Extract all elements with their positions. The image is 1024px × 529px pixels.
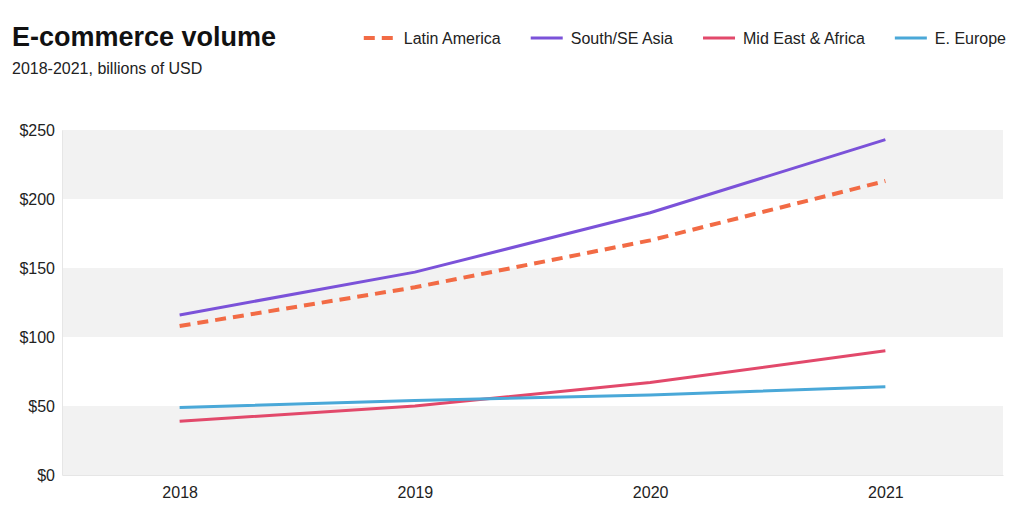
x-tick: 2019: [398, 475, 434, 501]
y-tick: $50: [28, 398, 62, 415]
y-tick: $100: [19, 329, 62, 346]
y-tick-label: $100: [19, 329, 55, 346]
chart: E-commerce volume 2018-2021, billions of …: [0, 0, 1024, 529]
x-tick: 2021: [868, 475, 904, 501]
grid: [62, 130, 1003, 475]
legend-label: South/SE Asia: [571, 30, 673, 47]
legend: Latin America South/SE Asia Mid East & Afr…: [364, 30, 1006, 47]
y-tick-label: $0: [37, 467, 55, 484]
legend-swatch: [531, 37, 563, 40]
x-tick-label: 2018: [162, 484, 198, 501]
y-tick: $150: [19, 260, 62, 277]
grid-band: [62, 406, 1003, 475]
y-axis: $0 $50 $100 $150 $200 $250: [19, 122, 62, 484]
lines: [180, 140, 886, 422]
grid-band: [62, 268, 1003, 337]
legend-item: Latin America: [364, 30, 501, 47]
grid-band: [62, 199, 1003, 268]
y-tick: $200: [19, 191, 62, 208]
x-axis-line: [63, 475, 1004, 476]
series-line: [180, 351, 886, 421]
grid-band: [62, 130, 1003, 199]
legend-swatch: [703, 37, 735, 40]
y-tick-label: $200: [19, 191, 55, 208]
y-tick-label: $150: [19, 260, 55, 277]
series-line: [180, 387, 886, 408]
y-axis-line: [62, 131, 63, 476]
y-tick-label: $50: [28, 398, 55, 415]
subtitle: 2018-2021, billions of USD: [12, 60, 202, 77]
series-line: [180, 181, 886, 326]
y-tick: $0: [37, 467, 62, 484]
x-tick: 2020: [633, 475, 669, 501]
x-tick-label: 2019: [398, 484, 434, 501]
x-tick-label: 2020: [633, 484, 669, 501]
legend-label: Mid East & Africa: [743, 30, 865, 47]
legend-label: E. Europe: [935, 30, 1006, 47]
legend-item: Mid East & Africa: [703, 30, 865, 47]
legend-item: South/SE Asia: [531, 30, 673, 47]
x-tick-label: 2021: [868, 484, 904, 501]
y-tick: $250: [19, 122, 62, 139]
legend-swatch: [895, 37, 927, 40]
series-line: [180, 140, 886, 315]
legend-label: Latin America: [404, 30, 501, 47]
title: E-commerce volume: [12, 22, 276, 52]
y-tick-label: $250: [19, 122, 55, 139]
x-tick: 2018: [162, 475, 198, 501]
legend-item: E. Europe: [895, 30, 1006, 47]
legend-swatch: [364, 36, 396, 40]
x-axis: 2018 2019 2020 2021: [63, 475, 1004, 501]
